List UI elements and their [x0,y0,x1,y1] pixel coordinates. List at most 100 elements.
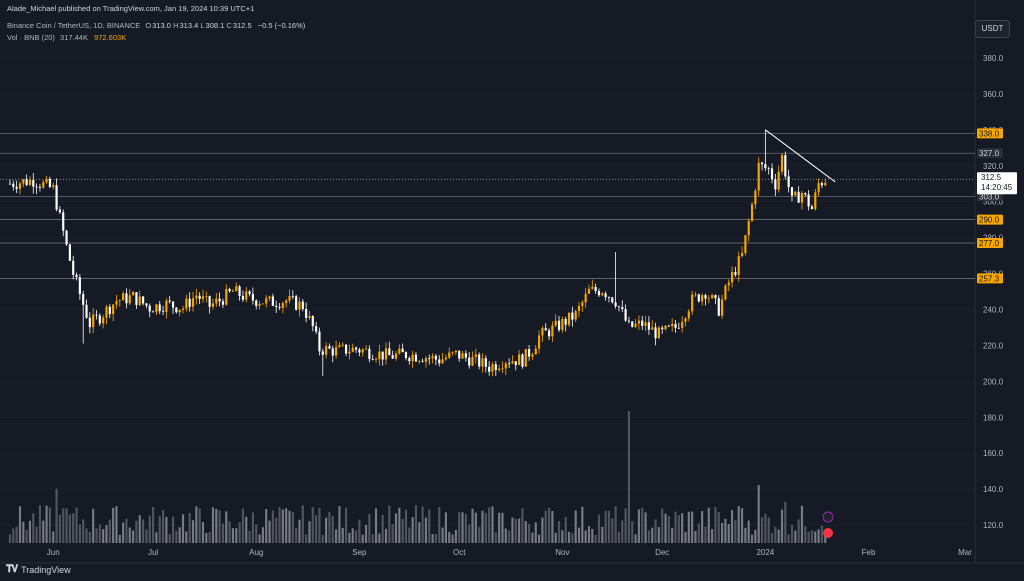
y-tick-label: 200.0 [983,377,1004,386]
candle-body [248,291,251,294]
candle-body [171,301,175,308]
volume-bar [431,534,434,543]
volume-bar [740,508,744,543]
candle-body [654,327,657,339]
candle-body [88,317,91,328]
volume-bar [750,534,754,543]
candle-body [62,212,65,231]
candle-body [245,291,248,300]
candle-body [251,293,254,301]
candle-body [281,303,284,308]
volume-bar [38,505,42,543]
candle-body [401,348,404,353]
volume-bar [757,485,760,543]
candle-body [82,293,85,305]
candle-body [278,306,281,308]
volume-label[interactable]: Vol · BNB (20) [7,33,55,42]
candle-body [218,298,221,302]
level-tag: 257.3 [977,273,1003,284]
candle-body [55,185,58,210]
candle-body [764,164,767,169]
candle-body [105,306,108,318]
volume-bar [474,512,477,543]
candle-body [52,185,55,187]
volume-bar [82,519,85,543]
y-tick-label: 240.0 [983,305,1004,314]
volume-bar [151,506,155,543]
candle-body [65,230,68,245]
volume-bar [85,528,88,543]
volume-bar [780,509,784,543]
volume-bar [438,506,441,543]
volume-bar [637,509,640,543]
candle-body [594,286,597,292]
candle-body [414,354,418,362]
symbol-name[interactable]: Binance Coin / TetherUS, 1D, BINANCE [7,21,141,30]
volume-bar [508,530,511,543]
volume-bar [687,511,690,543]
candle-body [344,344,348,354]
volume-bar [617,531,621,543]
volume-bar [531,532,534,543]
candle-body [817,183,820,193]
candle-body [268,296,271,299]
volume-bar [12,528,15,543]
candle-body [511,361,514,364]
candle-body [411,354,414,362]
volume-bar [551,510,554,543]
volume-bar [105,525,108,543]
candle-body [331,348,334,356]
candle-body [165,300,168,312]
candle-body [378,351,381,360]
currency-button[interactable]: USDT [975,20,1010,38]
volume-bar [657,527,660,543]
volume-bar [481,510,484,543]
volume-bar [701,511,704,543]
volume-bar [448,531,451,543]
volume-bar [804,526,807,543]
x-tick-label: Jun [47,548,60,557]
candle-body [128,295,131,304]
volume-bar [491,506,494,543]
candle-body [48,179,51,187]
candle-body [657,327,660,339]
volume-bar [744,527,747,543]
volume-bar [468,524,471,543]
candle-body [767,168,770,169]
candle-body [151,311,155,313]
volume-bar [18,506,22,543]
volume-bar [298,519,301,543]
volume-bar [391,523,394,543]
candle-body [491,364,494,372]
candle-body [424,358,428,362]
candle-body [607,297,611,298]
candle-body [567,312,571,325]
volume-bar [581,506,584,543]
candle-body [498,368,501,370]
candle-body [537,335,541,349]
volume-bar [414,505,418,543]
volume-bar [810,530,814,543]
candle-body [115,301,118,305]
candle-body [338,345,341,348]
volume-bar [75,507,78,543]
volume-bar [275,517,278,543]
publisher-line: Alade_Michael published on TradingView.c… [7,4,255,13]
candle-body [12,183,15,187]
volume-bar [411,517,414,543]
volume-bar [265,509,268,543]
volume-bar [624,508,627,543]
volume-bar [215,508,218,543]
tradingview-logo[interactable]: 𝐓𝐕 TradingView [6,564,71,575]
candle-body [734,271,737,275]
volume-bar [45,505,48,543]
symbol-legend: Binance Coin / TetherUS, 1D, BINANCE O31… [7,21,305,30]
candle-body [255,300,258,306]
candle-body [824,182,827,186]
level-tag: 277.0 [977,237,1003,248]
volume-bar [524,521,527,543]
volume-bar [185,531,188,543]
candle-body [721,299,724,316]
candle-body [225,288,228,305]
